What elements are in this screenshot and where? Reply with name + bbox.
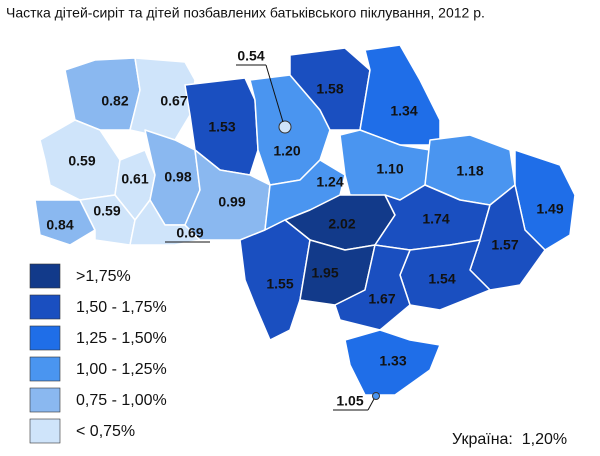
legend-swatch (29, 294, 61, 320)
region (372, 392, 380, 400)
region-value: 1.33 (379, 353, 406, 369)
region-value: 0.54 (237, 48, 264, 64)
region-value: 1.57 (491, 237, 518, 253)
region-value: 1.74 (422, 211, 449, 227)
region-value: 1.24 (316, 174, 343, 190)
region-value: 1.58 (316, 81, 343, 97)
region-value: 0.82 (101, 93, 128, 109)
region (278, 120, 292, 134)
region-value: 0.59 (68, 153, 95, 169)
region-value: 0.98 (164, 169, 191, 185)
map-title: Частка дітей-сиріт та дітей позбавлених … (6, 5, 485, 21)
legend-label: 0,75 - 1,00% (76, 392, 167, 409)
region-value: 1.05 (336, 393, 363, 409)
region-value: 1.95 (311, 265, 338, 281)
legend-swatch (29, 325, 61, 351)
leader-line (265, 64, 284, 123)
region-value: 1.55 (266, 276, 293, 292)
region-value: 1.34 (390, 103, 417, 119)
region-value: 0.59 (93, 203, 120, 219)
region (239, 219, 311, 341)
legend-swatch (29, 387, 61, 413)
labels: 0.82 0.671.531.201.581.340.590.61 0.980.84… (46, 48, 564, 411)
legend-swatch (29, 418, 61, 444)
region-value: 1.18 (456, 163, 483, 179)
country-total: Україна: 1,20% (452, 431, 567, 448)
region-value: 2.02 (328, 216, 355, 232)
legend-label: 1,00 - 1,25% (76, 361, 167, 378)
regions (34, 44, 576, 400)
legend-swatch (29, 356, 61, 382)
region-value: 1.49 (536, 201, 563, 217)
region-value: 1.53 (208, 119, 235, 135)
region (34, 199, 96, 246)
region (289, 47, 371, 131)
region (129, 199, 201, 246)
region (129, 57, 196, 141)
legend-label: 1,25 - 1,50% (76, 330, 167, 347)
region-value: 1.20 (273, 143, 300, 159)
legend-label: >1,75% (76, 268, 131, 285)
legend: >1,75% 1,50 - 1,75% 1,25 - 1,50% 1,00 - 1,2… (29, 263, 167, 444)
region-value: 0.67 (160, 93, 187, 109)
region-value: 1.10 (376, 161, 403, 177)
region-value: 1.54 (428, 271, 455, 287)
region-value: 0.61 (121, 171, 148, 187)
legend-label: 1,50 - 1,75% (76, 299, 167, 316)
leader-line (367, 398, 375, 411)
region-value: 1.67 (368, 291, 395, 307)
region-value: 0.69 (176, 225, 203, 241)
legend-label: < 0,75% (76, 423, 135, 440)
region-value: 0.84 (46, 217, 73, 233)
region (359, 44, 441, 146)
region-value: 0.99 (218, 194, 245, 210)
region (344, 329, 441, 396)
legend-swatch (29, 263, 61, 289)
